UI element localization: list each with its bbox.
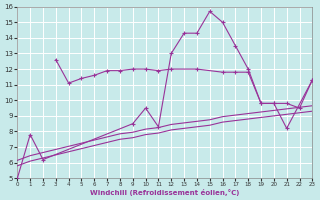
- X-axis label: Windchill (Refroidissement éolien,°C): Windchill (Refroidissement éolien,°C): [90, 189, 240, 196]
